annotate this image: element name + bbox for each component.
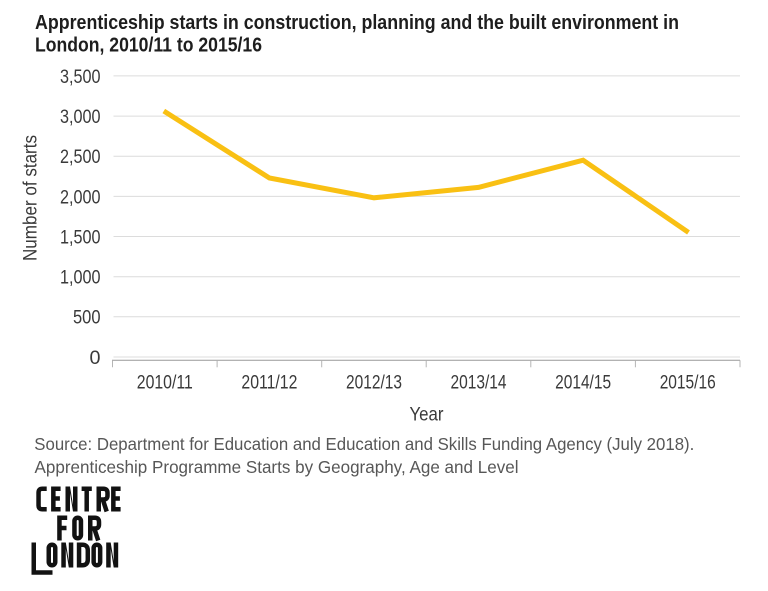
svg-text:2015/16: 2015/16 xyxy=(660,372,716,394)
svg-text:3,500: 3,500 xyxy=(60,67,101,88)
svg-text:Source: Department for Educati: Source: Department for Education and Edu… xyxy=(34,434,694,454)
svg-text:0: 0 xyxy=(90,348,101,369)
svg-text:1,000: 1,000 xyxy=(60,268,101,289)
svg-text:Number of starts: Number of starts xyxy=(20,135,42,261)
svg-text:2,000: 2,000 xyxy=(60,187,101,208)
svg-text:London, 2010/11 to 2015/16: London, 2010/11 to 2015/16 xyxy=(35,35,262,57)
svg-text:3,000: 3,000 xyxy=(60,107,101,128)
svg-text:Apprenticeship Programme Start: Apprenticeship Programme Starts by Geogr… xyxy=(35,457,519,477)
svg-text:2,500: 2,500 xyxy=(60,147,101,168)
svg-text:500: 500 xyxy=(73,308,101,329)
svg-text:2014/15: 2014/15 xyxy=(555,372,611,394)
svg-text:2010/11: 2010/11 xyxy=(137,372,193,394)
svg-text:2012/13: 2012/13 xyxy=(346,372,402,394)
svg-text:Apprenticeship starts in const: Apprenticeship starts in construction, p… xyxy=(35,12,679,34)
svg-text:Year: Year xyxy=(410,404,444,426)
svg-text:2011/12: 2011/12 xyxy=(241,372,297,394)
svg-text:2013/14: 2013/14 xyxy=(451,372,507,394)
svg-text:1,500: 1,500 xyxy=(60,227,101,248)
